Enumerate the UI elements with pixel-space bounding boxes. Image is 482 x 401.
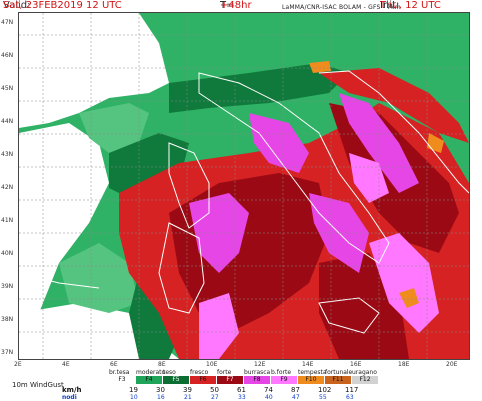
map-canvas	[19, 13, 469, 359]
kmh-threshold: 87	[291, 386, 300, 394]
legend-class-f8: F8	[243, 376, 270, 384]
africa-coastline-hint	[19, 272, 100, 289]
corsica-coastline	[168, 142, 210, 229]
nodi-threshold: 27	[211, 394, 219, 401]
legend-class-name: burrasca	[244, 369, 271, 376]
nodi-threshold: 40	[265, 394, 273, 401]
legend-class-name: fortunale	[325, 369, 353, 376]
wind-gust-map	[18, 12, 470, 360]
init-label: Init:	[380, 0, 400, 11]
lat-label: 41N	[1, 217, 14, 224]
lat-label: 42N	[1, 184, 14, 191]
tempesta-patch-1	[399, 288, 419, 308]
legend-class-name: moderato	[136, 369, 166, 376]
fresco-zone-adriatic-north	[319, 68, 469, 143]
lon-label: 20E	[446, 361, 458, 368]
lat-label: 39N	[1, 283, 14, 290]
kmh-threshold: 102	[318, 386, 332, 394]
b-forte-zone-ionian	[369, 233, 439, 333]
lon-label: 18E	[398, 361, 410, 368]
lon-label: 4E	[62, 361, 70, 368]
lat-label: 43N	[1, 151, 14, 158]
lat-label: 37N	[1, 349, 14, 356]
lon-label: 16E	[350, 361, 362, 368]
nodi-threshold: 16	[157, 394, 165, 401]
calm-area-north	[19, 13, 169, 128]
lon-label: 8E	[158, 361, 166, 368]
nodi-threshold: 55	[319, 394, 327, 401]
nodi-threshold: 63	[346, 394, 354, 401]
kmh-threshold: 117	[345, 386, 359, 394]
legend-class-f6: F6	[189, 376, 216, 384]
kmh-threshold: 30	[156, 386, 165, 394]
unit-kmh-label: km/h	[62, 386, 82, 394]
legend-class-f10: F10	[297, 376, 324, 384]
lat-label: 46N	[1, 52, 14, 59]
lat-label: 47N	[1, 19, 14, 26]
lat-label: 45N	[1, 85, 14, 92]
legend-class-name: br.tesa	[109, 369, 130, 376]
tempesta-patch-3	[309, 61, 331, 73]
moderate-wind-patch	[79, 103, 149, 153]
legend-class-f12: F12	[351, 376, 378, 384]
lon-label: 12E	[254, 361, 266, 368]
teso-band-north	[169, 63, 349, 113]
kmh-threshold: 61	[237, 386, 246, 394]
map-header: Valid: Sat, 23FEB2019 12 UTC T= +48hr LaM…	[0, 0, 482, 12]
kmh-threshold: 19	[129, 386, 138, 394]
lat-label: 38N	[1, 316, 14, 323]
kmh-threshold: 74	[264, 386, 273, 394]
lon-label: 6E	[110, 361, 118, 368]
forecast-label: T=	[220, 0, 235, 11]
legend-class-name: forte	[217, 369, 232, 376]
legend-class-name: uragano	[352, 369, 377, 376]
valid-value: Sat, 23FEB2019 12 UTC	[3, 0, 122, 11]
legend-class-f3: F3	[108, 376, 135, 384]
legend-class-name: b.forte	[271, 369, 292, 376]
balkan-coastline	[318, 70, 469, 194]
nodi-threshold: 33	[238, 394, 246, 401]
lon-label: 10E	[206, 361, 218, 368]
valid-label: Valid:	[3, 0, 31, 11]
legend-class-f11: F11	[324, 376, 351, 384]
legend-class-name: fresco	[190, 369, 209, 376]
nodi-threshold: 47	[292, 394, 300, 401]
b-forte-zone-south	[199, 293, 239, 359]
init-value: Thu, 12 UTC	[380, 0, 441, 11]
legend-class-f9: F9	[270, 376, 297, 384]
forecast-value: +48hr	[220, 0, 252, 11]
moderate-wind-patch-south	[59, 243, 139, 313]
model-credit: LaMMA/CNR-ISAC BOLAM - GFS - 7km	[282, 4, 401, 11]
nodi-threshold: 10	[130, 394, 138, 401]
legend-class-name: teso	[163, 369, 176, 376]
lat-label: 44N	[1, 118, 14, 125]
graticule	[19, 13, 469, 359]
sardinia-coastline	[158, 222, 205, 314]
burrasca-zone-2	[249, 113, 309, 173]
unit-nodi-label: nodi	[62, 394, 77, 401]
lat-label: 40N	[1, 250, 14, 257]
nodi-threshold: 21	[184, 394, 192, 401]
legend-class-name: tempesta	[298, 369, 327, 376]
kmh-threshold: 50	[210, 386, 219, 394]
kmh-threshold: 39	[183, 386, 192, 394]
legend-title: 10m WindGust	[12, 381, 64, 389]
lon-label: 2E	[14, 361, 22, 368]
lon-label: 14E	[302, 361, 314, 368]
calm-area-west	[19, 123, 109, 323]
legend-class-f5: F5	[162, 376, 189, 384]
legend-class-f7: F7	[216, 376, 243, 384]
legend-class-f4: F4	[135, 376, 162, 384]
